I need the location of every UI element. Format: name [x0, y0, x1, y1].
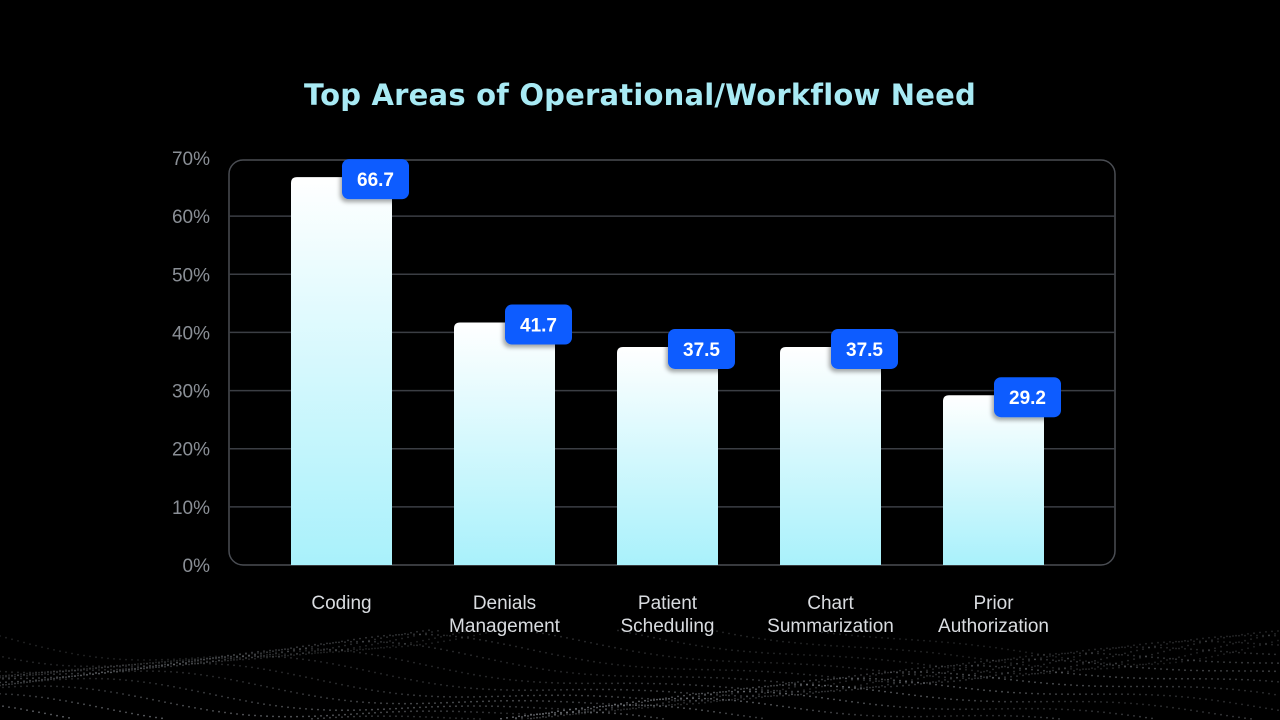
- y-tick-label: 20%: [172, 440, 210, 461]
- data-label-badge: [505, 304, 572, 345]
- y-axis: 0% 10% 20% 30% 40% 50% 60% 70%: [172, 149, 210, 577]
- y-tick-label: 30%: [172, 382, 210, 403]
- bar: [291, 177, 392, 566]
- x-tick-label: Denials Management: [449, 593, 561, 637]
- data-label: 37.5: [846, 340, 883, 361]
- bar: [780, 346, 881, 565]
- data-label: 29.2: [1009, 388, 1046, 409]
- y-tick-label: 50%: [172, 265, 210, 286]
- y-tick-label: 0%: [183, 556, 211, 577]
- bar: [617, 346, 718, 565]
- data-label: 66.7: [357, 170, 394, 191]
- x-tick-label: Prior Authorization: [938, 593, 1049, 637]
- bars: [291, 177, 1044, 566]
- bar: [454, 322, 555, 565]
- data-label-badge: [831, 328, 898, 369]
- data-label-badge: [994, 377, 1061, 418]
- x-tick-label: Chart Summarization: [767, 593, 894, 637]
- chart-title: Top Areas of Operational/Workflow Need: [304, 78, 976, 112]
- x-tick-label: Coding: [311, 593, 371, 614]
- data-labels: 66.7 41.7 37.5 37.5 29.2: [342, 159, 1061, 418]
- dotted-wave-decoration: [0, 629, 1279, 720]
- y-tick-label: 10%: [172, 498, 210, 519]
- y-tick-label: 40%: [172, 323, 210, 344]
- y-tick-label: 60%: [172, 207, 210, 228]
- data-label-badge: [668, 328, 735, 369]
- data-label: 37.5: [683, 340, 720, 361]
- x-tick-label: Patient Scheduling: [620, 593, 714, 637]
- y-tick-label: 70%: [172, 149, 210, 170]
- data-label-badge: [342, 159, 409, 200]
- x-axis: Coding Denials Management Patient Scheduling…: [311, 593, 1049, 637]
- bar: [943, 395, 1044, 565]
- data-label: 41.7: [520, 316, 557, 337]
